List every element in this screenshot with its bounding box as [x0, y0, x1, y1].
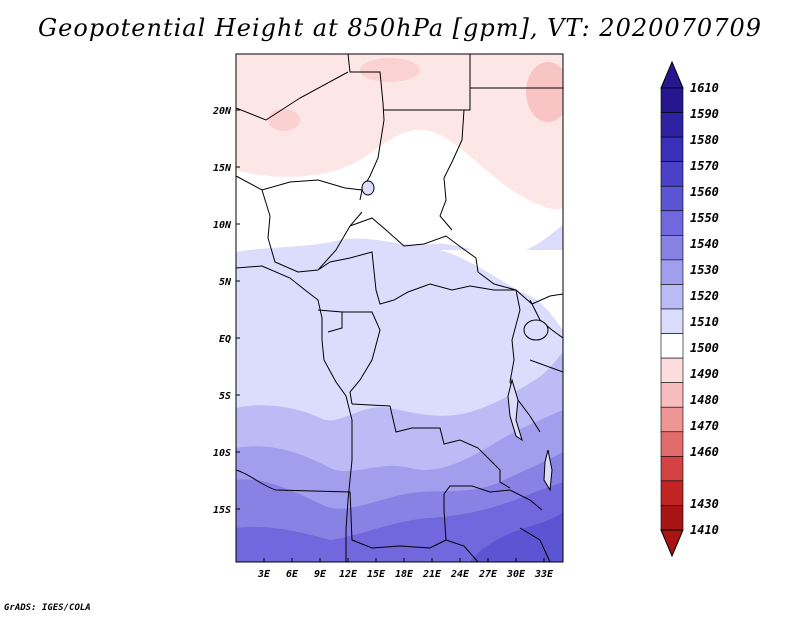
- colorbar-label: 1460: [690, 445, 719, 459]
- border-chad-sudan: [439, 109, 465, 231]
- lake-victoria: [523, 319, 549, 341]
- lon-label: 24E: [450, 569, 470, 580]
- chart-title: Geopotential Height at 850hPa [gpm], VT:…: [38, 14, 762, 42]
- border-zambia: [443, 485, 543, 541]
- latitude-labels: 20N 15N 10N 5N EQ 5S 10S 15S: [212, 106, 232, 516]
- longitude-labels: 3E 6E 9E 12E 15E 18E 21E 24E 27E 30E 33E: [257, 569, 554, 580]
- colorbar-label: 1520: [690, 289, 719, 303]
- coastline-west: [236, 265, 353, 562]
- colorbar-segment: [660, 210, 684, 236]
- lat-label: EQ: [219, 334, 231, 345]
- border-angola-namibia: [236, 469, 447, 549]
- geopotential-field: [236, 54, 563, 562]
- colorbar-segment: [660, 357, 684, 383]
- colorbar-label: 1510: [690, 315, 719, 329]
- field-warm-spot-northeast: [526, 62, 563, 122]
- field-band-1570: [470, 512, 563, 562]
- field-warm-spot-north: [360, 58, 420, 82]
- lon-label: 3E: [257, 569, 271, 580]
- colorbar-segment: [660, 505, 684, 531]
- lat-label: 10N: [213, 220, 232, 231]
- lat-label: 10S: [213, 448, 231, 459]
- colorbar-segment: [660, 112, 684, 138]
- field-band-1520-hole: [440, 250, 563, 330]
- lake-tanganyika: [507, 378, 523, 442]
- country-borders: [236, 54, 563, 562]
- field-warm-spot-west: [268, 109, 300, 131]
- border-egypt-sudan: [384, 54, 471, 111]
- lon-label: 6E: [286, 569, 299, 580]
- lon-label: 27E: [478, 569, 498, 580]
- lake-malawi: [543, 449, 553, 492]
- border-gabon: [317, 309, 343, 333]
- colorbar-label: 1490: [690, 367, 719, 381]
- colorbar-label: 1610: [690, 81, 719, 95]
- colorbar-segment: [660, 136, 684, 162]
- border-cameroon-congo: [317, 251, 563, 305]
- field-band-1560: [236, 482, 563, 562]
- colorbar-label: 1430: [690, 497, 719, 511]
- border-drc-angola: [351, 403, 511, 489]
- colorbar-segment: [660, 259, 684, 285]
- colorbar: 1610 1590 1580 1570 1560 1550 1540 1530 …: [660, 60, 719, 558]
- lat-label: 5S: [219, 391, 231, 402]
- grads-credit: GrADS: IGES/COLA: [4, 603, 91, 613]
- border-tanzania: [529, 359, 563, 373]
- lon-label: 18E: [395, 569, 414, 580]
- colorbar-label: 1530: [690, 263, 719, 277]
- lat-label: 15N: [213, 163, 232, 174]
- lon-label: 30E: [506, 569, 526, 580]
- colorbar-segments: [660, 87, 684, 531]
- lon-label: 9E: [314, 569, 327, 580]
- border-zimbabwe-mozambique: [445, 527, 551, 562]
- colorbar-segment: [660, 406, 684, 433]
- colorbar-segment: [660, 480, 684, 506]
- colorbar-label: 1580: [690, 133, 719, 147]
- colorbar-label: 1410: [690, 523, 719, 537]
- lat-label: 5N: [219, 277, 232, 288]
- colorbar-segment: [660, 308, 684, 334]
- lon-label: 33E: [534, 569, 554, 580]
- lake-chad: [361, 180, 375, 196]
- colorbar-segment: [660, 235, 684, 261]
- colorbar-segment: [660, 185, 684, 212]
- border-drc-east: [509, 289, 541, 433]
- lon-label: 21E: [422, 569, 442, 580]
- lakes: [361, 180, 553, 492]
- lat-label: 15S: [213, 505, 231, 516]
- latitude-axis: [236, 109, 240, 510]
- border-nigeria-cameroon: [261, 189, 363, 273]
- lat-label: 20N: [212, 106, 232, 117]
- colorbar-label: 1500: [690, 341, 719, 355]
- border-chad-car: [349, 217, 517, 291]
- colorbar-segment: [660, 161, 684, 187]
- colorbar-label: 1590: [690, 107, 719, 121]
- colorbar-label: 1550: [690, 211, 719, 225]
- map-frame: [235, 53, 564, 563]
- colorbar-segment: [660, 382, 684, 408]
- colorbar-bottom-cap: [660, 529, 684, 558]
- border-niger-nigeria: [236, 175, 363, 191]
- colorbar-top-cap: [660, 60, 684, 89]
- colorbar-segment: [660, 87, 684, 113]
- colorbar-label: 1560: [690, 185, 719, 199]
- border-niger-algeria: [236, 71, 349, 121]
- colorbar-segment: [660, 284, 684, 310]
- colorbar-segment: [660, 431, 684, 457]
- colorbar-label: 1540: [690, 237, 719, 251]
- colorbar-segment: [660, 333, 684, 359]
- colorbar-label: 1470: [690, 419, 719, 433]
- colorbar-segment: [660, 456, 684, 482]
- colorbar-label: 1570: [690, 159, 719, 173]
- border-congo-drc: [342, 311, 381, 405]
- lon-label: 15E: [367, 569, 386, 580]
- colorbar-label: 1480: [690, 393, 719, 407]
- lon-label: 12E: [339, 569, 358, 580]
- longitude-axis: [263, 558, 545, 562]
